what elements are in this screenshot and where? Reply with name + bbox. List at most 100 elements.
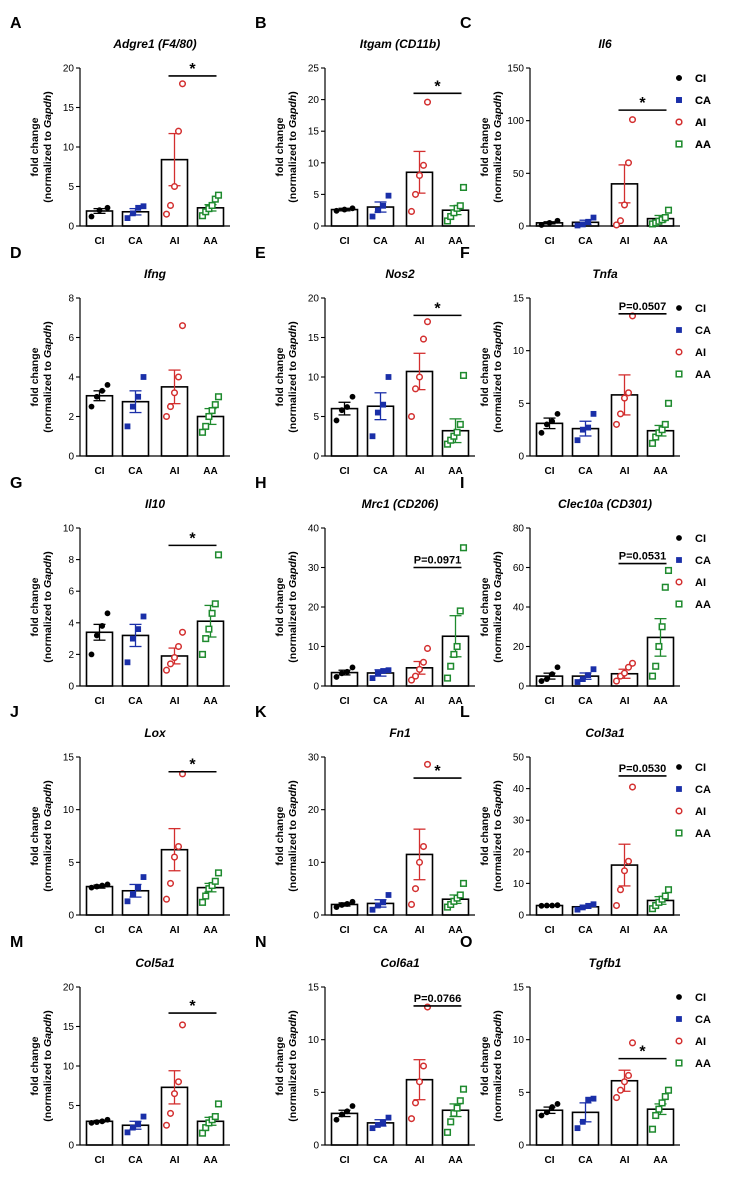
data-point-ai: [162, 210, 171, 218]
category-label: CI: [340, 925, 350, 936]
data-point-ai: [174, 1078, 183, 1086]
data-point-ai: [612, 677, 621, 685]
panel-letter: F: [460, 245, 470, 262]
data-point-aa: [450, 650, 458, 658]
data-point-ci: [333, 417, 340, 424]
panel-title: Clec10a (CD301): [558, 497, 652, 511]
data-point-ci: [344, 1108, 351, 1115]
legend-label: AA: [695, 139, 711, 151]
data-point-aa: [664, 566, 673, 575]
legend-label: CI: [695, 762, 706, 774]
category-label: AI: [415, 1155, 425, 1166]
y-tick-label: 30: [308, 563, 320, 574]
category-label: CA: [128, 1155, 142, 1166]
data-point-ca: [385, 192, 392, 199]
y-tick-label: 5: [68, 182, 74, 193]
data-point-ai: [620, 394, 629, 402]
data-point-ci: [549, 1104, 556, 1110]
significance-label: P=0.0971: [414, 555, 461, 567]
data-point-ai: [178, 628, 187, 636]
bar-ci: [330, 407, 359, 457]
y-axis-label-line2-prefix: (normalized to: [287, 1047, 299, 1122]
data-point-aa: [459, 544, 468, 552]
category-label: AI: [415, 466, 425, 477]
legend-marker-ca: [676, 97, 682, 103]
data-point-aa: [456, 1097, 464, 1105]
category-label: CI: [340, 696, 350, 707]
data-point-ca: [124, 898, 131, 905]
y-axis-label-line2-suffix: ): [42, 1010, 54, 1014]
data-point-ci: [88, 884, 95, 891]
data-point-ai: [423, 644, 432, 653]
data-point-ci: [93, 883, 100, 890]
panel-title: Col5a1: [135, 956, 175, 970]
category-label: AI: [170, 466, 180, 477]
data-point-ai: [174, 642, 183, 651]
data-point-ai: [174, 842, 183, 851]
category-label: CA: [128, 466, 142, 477]
category-label: CI: [95, 925, 105, 936]
y-tick-label: 8: [68, 294, 74, 305]
y-tick-label: 15: [308, 983, 320, 994]
y-axis-label-line2-prefix: (normalized to: [42, 1047, 54, 1122]
category-label: AA: [448, 696, 462, 707]
y-axis-label-line2-prefix: (normalized to: [42, 128, 54, 203]
category-label: CI: [95, 696, 105, 707]
data-point-ai: [407, 676, 416, 684]
panel-letter: G: [10, 475, 22, 492]
category-label: AA: [203, 925, 217, 936]
data-point-ai: [170, 182, 179, 191]
legend-label: CI: [695, 533, 706, 545]
data-point-ca: [380, 202, 387, 209]
category-label: CI: [95, 236, 105, 247]
y-tick-label: 20: [513, 847, 525, 858]
data-point-ai: [624, 1071, 633, 1080]
y-tick-label: 50: [513, 169, 525, 180]
data-point-aa: [202, 892, 210, 900]
significance-label: *: [189, 998, 196, 1015]
y-axis-label-line2-prefix: (normalized to: [287, 128, 299, 203]
legend-marker-ai: [675, 118, 683, 126]
panel-letter: M: [10, 934, 23, 951]
data-point-ci: [549, 902, 556, 909]
y-tick-label: 40: [513, 603, 525, 614]
data-point-ai: [415, 171, 424, 179]
y-tick-label: 100: [507, 116, 524, 127]
category-label: AI: [170, 1155, 180, 1166]
legend-label: CI: [695, 73, 706, 85]
y-axis-label-gene: Gapdh: [492, 1014, 504, 1047]
data-point-ai: [624, 389, 633, 397]
category-label: CA: [578, 1155, 592, 1166]
legend-label: CA: [695, 95, 711, 107]
data-point-aa: [214, 191, 223, 199]
y-axis-label-line1: fold change: [479, 806, 491, 865]
data-point-ca: [129, 403, 136, 410]
category-label: CA: [373, 236, 387, 247]
legend-label: AA: [695, 139, 711, 151]
data-point-ca: [385, 892, 392, 898]
data-point-ca: [135, 626, 142, 633]
data-point-ca: [579, 1118, 586, 1125]
panel-h: H Mrc1 (CD206) 0 10 20 30 40 fold change(normal…: [255, 475, 475, 707]
category-label: AI: [620, 236, 630, 247]
data-point-aa: [459, 1085, 468, 1093]
data-point-ci: [349, 205, 356, 212]
data-point-aa: [208, 609, 216, 617]
panel-title: Col6a1: [380, 956, 420, 970]
y-axis-label-line2-prefix: (normalized to: [287, 588, 299, 663]
y-axis-label-line2-prefix: (normalized to: [42, 817, 54, 892]
data-point-ai: [620, 669, 629, 677]
legend-marker-ai: [675, 807, 683, 815]
legend-label: CA: [695, 1014, 711, 1026]
data-point-ai: [178, 80, 187, 88]
y-axis-label-gene: Gapdh: [42, 95, 54, 128]
data-point-aa: [459, 371, 468, 379]
y-axis-label-line2-prefix: (normalized to: [42, 588, 54, 663]
data-point-ci: [549, 671, 556, 678]
data-point-ci: [538, 222, 545, 228]
y-axis-label-line2-suffix: ): [492, 1010, 504, 1014]
y-axis-label-line1: fold change: [29, 347, 41, 406]
category-label: AA: [203, 466, 217, 477]
y-tick-label: 30: [513, 816, 525, 827]
category-label: CI: [545, 925, 555, 936]
